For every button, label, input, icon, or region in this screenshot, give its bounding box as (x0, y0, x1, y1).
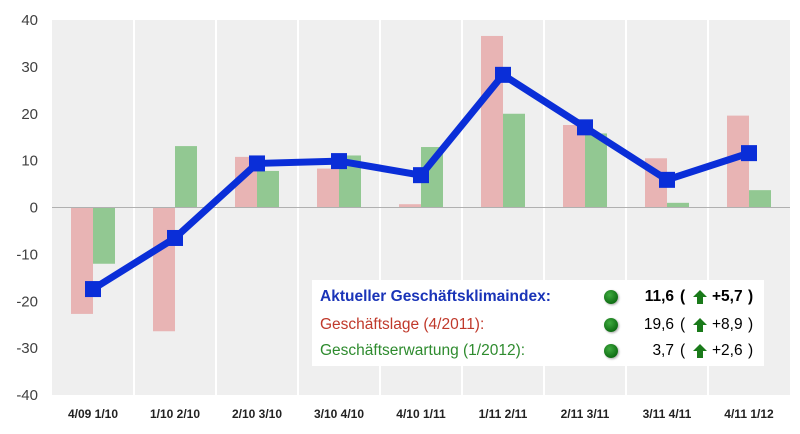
y-tick-label: 40 (21, 12, 38, 29)
bar (153, 207, 175, 332)
bar (93, 207, 115, 264)
legend-close-paren: ) (748, 288, 754, 305)
line-marker (331, 153, 347, 170)
legend-label: Geschäftslage (4/2011): (320, 316, 485, 333)
x-category-label: 4/11 1/12 (724, 407, 774, 421)
legend-open-paren: ( (680, 342, 686, 359)
bar (257, 170, 279, 208)
y-tick-label: -20 (16, 293, 38, 310)
line-marker (167, 229, 183, 246)
bar (727, 115, 749, 208)
legend-label: Aktueller Geschäftsklimaindex: (320, 288, 551, 305)
y-tick-label: -30 (16, 340, 38, 357)
bar (71, 207, 93, 314)
line-marker (577, 119, 593, 136)
legend-change: +2,6 (712, 342, 743, 359)
legend-label: Geschäftserwartung (1/2012): (320, 342, 526, 359)
green-dot-icon (604, 318, 618, 332)
green-dot-icon (604, 344, 618, 358)
line-marker (85, 281, 101, 298)
x-category-label: 4/10 1/11 (396, 407, 446, 421)
bar (317, 168, 339, 208)
line-marker (413, 167, 429, 184)
bar (749, 190, 771, 208)
up-arrow-icon (693, 344, 707, 358)
bar (399, 204, 421, 208)
x-category-label: 1/10 2/10 (150, 407, 200, 421)
bar (585, 133, 607, 208)
line-marker (249, 155, 265, 172)
legend-value: 3,7 (652, 342, 674, 359)
up-arrow-icon (693, 318, 707, 332)
x-category-label: 4/09 1/10 (68, 407, 118, 421)
bar (563, 125, 585, 208)
bar (175, 146, 197, 208)
legend-open-paren: ( (680, 288, 686, 305)
legend-change: +8,9 (712, 316, 743, 333)
legend-row-expectation: Geschäftserwartung (1/2012): 3,7 ( +2,6 … (320, 339, 760, 363)
x-category-label: 2/10 3/10 (232, 407, 282, 421)
legend-value: 11,6 (644, 288, 674, 305)
legend-open-paren: ( (680, 316, 686, 333)
bar (667, 202, 689, 208)
y-tick-label: 20 (21, 106, 38, 123)
line-marker (659, 171, 675, 188)
y-tick-label: -40 (16, 387, 38, 404)
bar (481, 35, 503, 208)
bar (503, 113, 525, 208)
line-marker (495, 66, 511, 83)
x-category-label: 2/11 3/11 (561, 407, 610, 421)
legend-close-paren: ) (748, 342, 754, 359)
y-tick-label: 10 (21, 153, 38, 170)
y-tick-label: 30 (21, 59, 38, 76)
y-tick-label: 0 (30, 200, 38, 217)
x-category-label: 3/10 4/10 (314, 407, 364, 421)
legend-change: +5,7 (712, 288, 743, 305)
legend-value: 19,6 (643, 316, 674, 333)
green-dot-icon (604, 290, 618, 304)
legend: Aktueller Geschäftsklimaindex: 11,6 ( +5… (312, 280, 764, 366)
legend-row-index: Aktueller Geschäftsklimaindex: 11,6 ( +5… (320, 285, 760, 309)
up-arrow-icon (693, 290, 707, 304)
bar (421, 147, 443, 208)
x-category-label: 1/11 2/11 (479, 407, 528, 421)
legend-row-situation: Geschäftslage (4/2011): 19,6 ( +8,9 ) (320, 313, 760, 337)
y-tick-label: -10 (16, 246, 38, 263)
x-category-label: 3/11 4/11 (643, 407, 692, 421)
legend-close-paren: ) (748, 316, 754, 333)
line-marker (741, 145, 757, 162)
